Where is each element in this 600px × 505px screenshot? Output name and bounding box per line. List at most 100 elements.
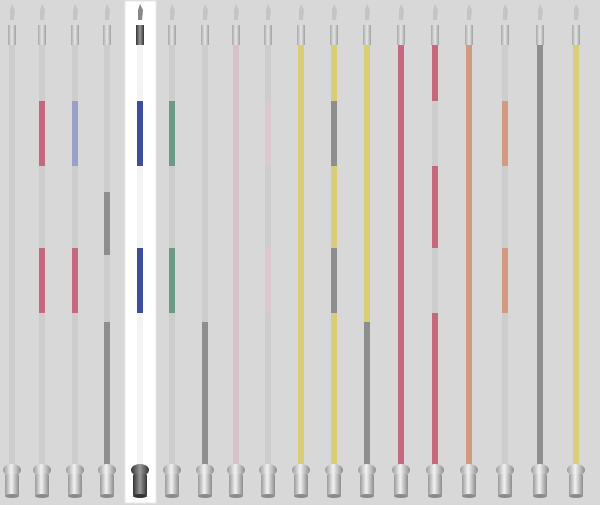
pole-base-collar [227,464,245,476]
pole-option[interactable] [325,4,343,498]
pole-base-foot [68,494,82,498]
pole-shaft [432,45,438,465]
pole-base-foot [428,494,442,498]
pole-cap [232,25,240,45]
pole-base [428,474,442,496]
pole-option[interactable] [259,4,277,498]
pole-cap [501,25,509,45]
pole-base-collar [292,464,310,476]
pole-stripe [169,248,175,313]
pole-option[interactable] [460,4,478,498]
pole-base [165,474,179,496]
pole-stripe [331,45,337,101]
pole-option[interactable] [426,4,444,498]
pole-option[interactable] [531,4,549,498]
pole-finial [234,4,239,20]
pole-base-collar [358,464,376,476]
pole-stripe [432,166,438,248]
pole-stripe [364,45,370,322]
pole-base [68,474,82,496]
pole-stripe [364,322,370,465]
pole-cap [536,25,544,45]
pole-finial [467,4,472,20]
pole-option[interactable] [33,4,51,498]
pole-base-foot [294,494,308,498]
pole-base-collar [163,464,181,476]
pole-cap [103,25,111,45]
pole-option[interactable] [66,4,84,498]
pole-stripe [573,45,579,465]
pole-base-collar [259,464,277,476]
pole-base-foot [133,494,147,498]
pole-cap [572,25,580,45]
pole-base [498,474,512,496]
pole-stripe [72,248,78,313]
pole-shaft [202,45,208,465]
pole-base-foot [327,494,341,498]
pole-option[interactable] [358,4,376,498]
pole-stripe [502,248,508,313]
pole-base [5,474,19,496]
pole-base-foot [462,494,476,498]
pole-finial [105,4,110,20]
pole-base [462,474,476,496]
pole-cap [397,25,405,45]
pole-option[interactable] [3,4,21,498]
pole-base-foot [100,494,114,498]
pole-cap [264,25,272,45]
pole-cap [431,25,439,45]
pole-base-collar [426,464,444,476]
pole-base [327,474,341,496]
pole-cap [71,25,79,45]
pole-option[interactable] [98,4,116,498]
pole-finial [73,4,78,20]
pole-base [394,474,408,496]
pole-base [133,474,147,496]
pole-base-foot [498,494,512,498]
pole-option[interactable] [227,4,245,498]
pole-option[interactable] [567,4,585,498]
pole-option[interactable] [292,4,310,498]
pole-stripe [502,101,508,166]
pole-base-foot [394,494,408,498]
pole-finial [170,4,175,20]
pole-base [35,474,49,496]
pole-base-collar [66,464,84,476]
pole-stripe [265,248,271,313]
pole-base-collar [33,464,51,476]
pole-cap [8,25,16,45]
pole-finial [10,4,15,20]
pole-base-collar [531,464,549,476]
pole-option[interactable] [131,4,149,498]
pole-stripe [331,313,337,465]
pole-base-collar [196,464,214,476]
pole-finial [266,4,271,20]
pole-finial [40,4,45,20]
pole-option[interactable] [496,4,514,498]
pole-cap [168,25,176,45]
pole-base [569,474,583,496]
pole-stripe [39,101,45,166]
pole-base-foot [198,494,212,498]
pole-cap [136,25,144,45]
pole-cap [465,25,473,45]
pole-option[interactable] [196,4,214,498]
pole-base [294,474,308,496]
pole-base-foot [229,494,243,498]
pole-option[interactable] [392,4,410,498]
pole-base [360,474,374,496]
pole-option[interactable] [163,4,181,498]
pole-stripe [432,45,438,101]
pole-stripe [202,322,208,465]
pole-stripe [39,248,45,313]
pole-base-collar [567,464,585,476]
pole-stripe [265,101,271,166]
pole-base [198,474,212,496]
pole-shaft [9,45,15,465]
pole-cap [297,25,305,45]
pole-base [261,474,275,496]
pole-base-foot [5,494,19,498]
pole-finial [299,4,304,20]
pole-stripe [298,45,304,465]
